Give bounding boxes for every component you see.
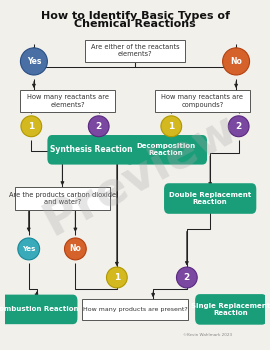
Text: No: No — [69, 244, 81, 253]
Ellipse shape — [161, 116, 182, 137]
Text: Double Replacement
Reaction: Double Replacement Reaction — [169, 192, 251, 205]
FancyBboxPatch shape — [85, 40, 185, 62]
Text: Yes: Yes — [27, 57, 41, 66]
Ellipse shape — [21, 48, 48, 75]
Text: How many reactants are
elements?: How many reactants are elements? — [27, 94, 109, 108]
Ellipse shape — [88, 116, 109, 137]
Ellipse shape — [222, 48, 249, 75]
Text: Chemical Reactions: Chemical Reactions — [74, 19, 196, 29]
FancyBboxPatch shape — [82, 299, 188, 320]
Text: How many reactants are
compounds?: How many reactants are compounds? — [161, 94, 243, 108]
Ellipse shape — [177, 267, 197, 288]
FancyBboxPatch shape — [195, 294, 267, 325]
FancyBboxPatch shape — [155, 90, 250, 112]
Text: 2: 2 — [184, 273, 190, 282]
Text: Synthesis Reaction: Synthesis Reaction — [50, 145, 132, 154]
Ellipse shape — [18, 238, 40, 260]
Text: How to Identify Basic Types of: How to Identify Basic Types of — [40, 12, 230, 21]
Text: Yes: Yes — [22, 246, 35, 252]
Text: ©Kevin Wahlmark 2023: ©Kevin Wahlmark 2023 — [183, 333, 232, 337]
Ellipse shape — [228, 116, 249, 137]
Text: 1: 1 — [114, 273, 120, 282]
Text: 2: 2 — [96, 122, 102, 131]
Ellipse shape — [106, 267, 127, 288]
Text: 1: 1 — [168, 122, 174, 131]
Text: Combustion Reaction: Combustion Reaction — [0, 306, 79, 313]
Text: 1: 1 — [28, 122, 35, 131]
FancyBboxPatch shape — [15, 188, 110, 210]
Text: How many products are present?: How many products are present? — [83, 307, 187, 312]
Text: Single Replacement
Reaction: Single Replacement Reaction — [191, 303, 270, 316]
Text: Are either of the reactants
elements?: Are either of the reactants elements? — [91, 44, 179, 57]
Text: Preview: Preview — [36, 105, 245, 245]
FancyBboxPatch shape — [20, 90, 115, 112]
FancyBboxPatch shape — [0, 295, 77, 324]
FancyBboxPatch shape — [125, 135, 207, 164]
Text: No: No — [230, 57, 242, 66]
Text: Decomposition
Reaction: Decomposition Reaction — [137, 143, 196, 156]
FancyBboxPatch shape — [48, 135, 134, 164]
Ellipse shape — [21, 116, 42, 137]
Ellipse shape — [65, 238, 86, 260]
FancyBboxPatch shape — [164, 183, 256, 214]
Text: Are the products carbon dioxide
and water?: Are the products carbon dioxide and wate… — [9, 192, 116, 205]
Text: 2: 2 — [235, 122, 242, 131]
